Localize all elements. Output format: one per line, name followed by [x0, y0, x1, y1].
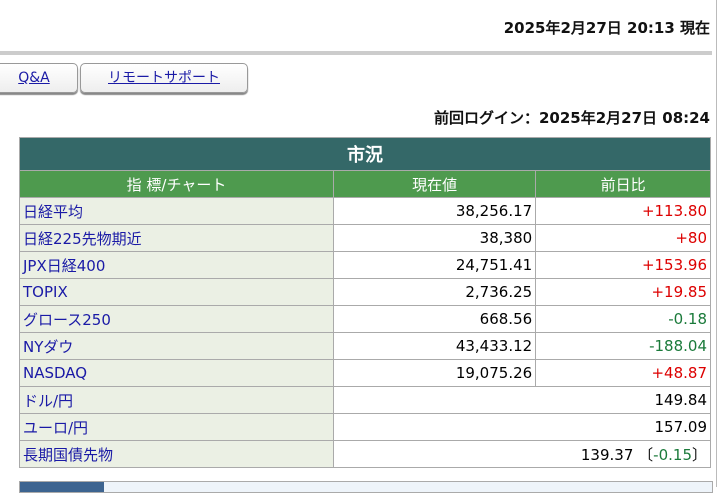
change-value: +80: [535, 224, 711, 252]
bracket-open: 〔: [638, 445, 654, 464]
jgb-value: 139.37 〔-0.15〕: [333, 440, 711, 468]
table-row: JPX日経400 24,751.41 +153.96: [19, 251, 711, 279]
indicator-name: 日経平均: [19, 197, 334, 225]
bracket-close: 〕: [691, 445, 707, 464]
current-time: 2025年2月27日 20:13 現在: [503, 19, 710, 37]
indicator-name: ユーロ/円: [19, 413, 334, 441]
change-value: -0.15: [653, 445, 692, 464]
indicator-link[interactable]: JPX日経400: [23, 256, 106, 275]
col-value: 現在値: [332, 170, 537, 198]
table-row: ユーロ/円 157.09: [19, 413, 711, 441]
indicator-link[interactable]: グロース250: [23, 310, 111, 329]
last-login: 前回ログイン：2025年2月27日 08:24: [433, 109, 710, 127]
current-value: 668.56: [332, 305, 537, 333]
remote-support-button[interactable]: リモートサポート: [80, 63, 248, 93]
change-value: +19.85: [535, 278, 711, 306]
table-row: 日経225先物期近 38,380 +80: [19, 224, 711, 252]
table-row: グロース250 668.56 -0.18: [19, 305, 711, 333]
tab-bar: [19, 481, 713, 493]
indicator-link[interactable]: TOPIX: [23, 283, 68, 301]
indicator-name: TOPIX: [19, 278, 334, 306]
remote-support-link[interactable]: リモートサポート: [108, 70, 220, 86]
indicator-name: 日経225先物期近: [19, 224, 334, 252]
indicator-name: NYダウ: [19, 332, 334, 360]
qa-link[interactable]: Q&A: [18, 70, 50, 86]
table-row: NASDAQ 19,075.26 +48.87: [19, 359, 711, 387]
table-row: NYダウ 43,433.12 -188.04: [19, 332, 711, 360]
indicator-link[interactable]: 日経平均: [23, 202, 84, 221]
scrollbar-edge: [716, 0, 717, 487]
change-value: +113.80: [535, 197, 711, 225]
table-row: ドル/円 149.84: [19, 386, 711, 414]
col-change: 前日比: [535, 170, 711, 198]
indicator-link[interactable]: 長期国債先物: [23, 445, 114, 464]
indicator-link[interactable]: NYダウ: [23, 337, 74, 356]
table-row: TOPIX 2,736.25 +19.85: [19, 278, 711, 306]
change-value: +48.87: [535, 359, 711, 387]
indicator-link[interactable]: 日経225先物期近: [23, 229, 142, 248]
indicator-name: JPX日経400: [19, 251, 334, 279]
current-value: 19,075.26: [332, 359, 537, 387]
table-row: 日経平均 38,256.17 +113.80: [19, 197, 711, 225]
table-row: 長期国債先物 139.37 〔-0.15〕: [19, 440, 711, 468]
current-value: 139.37: [580, 445, 634, 464]
current-value: 38,256.17: [332, 197, 537, 225]
indicator-name: NASDAQ: [19, 359, 334, 387]
indicator-name: 長期国債先物: [19, 440, 334, 468]
market-table: 市況 指 標/チャート 現在値 前日比 日経平均 38,256.17 +113.80…: [19, 137, 711, 468]
indicator-link[interactable]: NASDAQ: [23, 364, 88, 382]
current-value: 149.84: [333, 386, 711, 414]
current-value: 43,433.12: [332, 332, 537, 360]
change-value: +153.96: [535, 251, 711, 279]
current-value: 2,736.25: [332, 278, 537, 306]
indicator-link[interactable]: ドル/円: [23, 391, 74, 410]
indicator-name: ドル/円: [19, 386, 334, 414]
current-value: 157.09: [333, 413, 711, 441]
market-title: 市況: [19, 137, 711, 171]
current-value: 38,380: [332, 224, 537, 252]
change-value: -0.18: [535, 305, 711, 333]
indicator-name: グロース250: [19, 305, 334, 333]
indicator-link[interactable]: ユーロ/円: [23, 418, 89, 437]
change-value: -188.04: [535, 332, 711, 360]
current-value: 24,751.41: [332, 251, 537, 279]
qa-button[interactable]: Q&A: [0, 63, 78, 93]
col-indicator: 指 標/チャート: [19, 170, 334, 198]
tab-active[interactable]: [20, 482, 104, 492]
divider: [0, 51, 712, 55]
